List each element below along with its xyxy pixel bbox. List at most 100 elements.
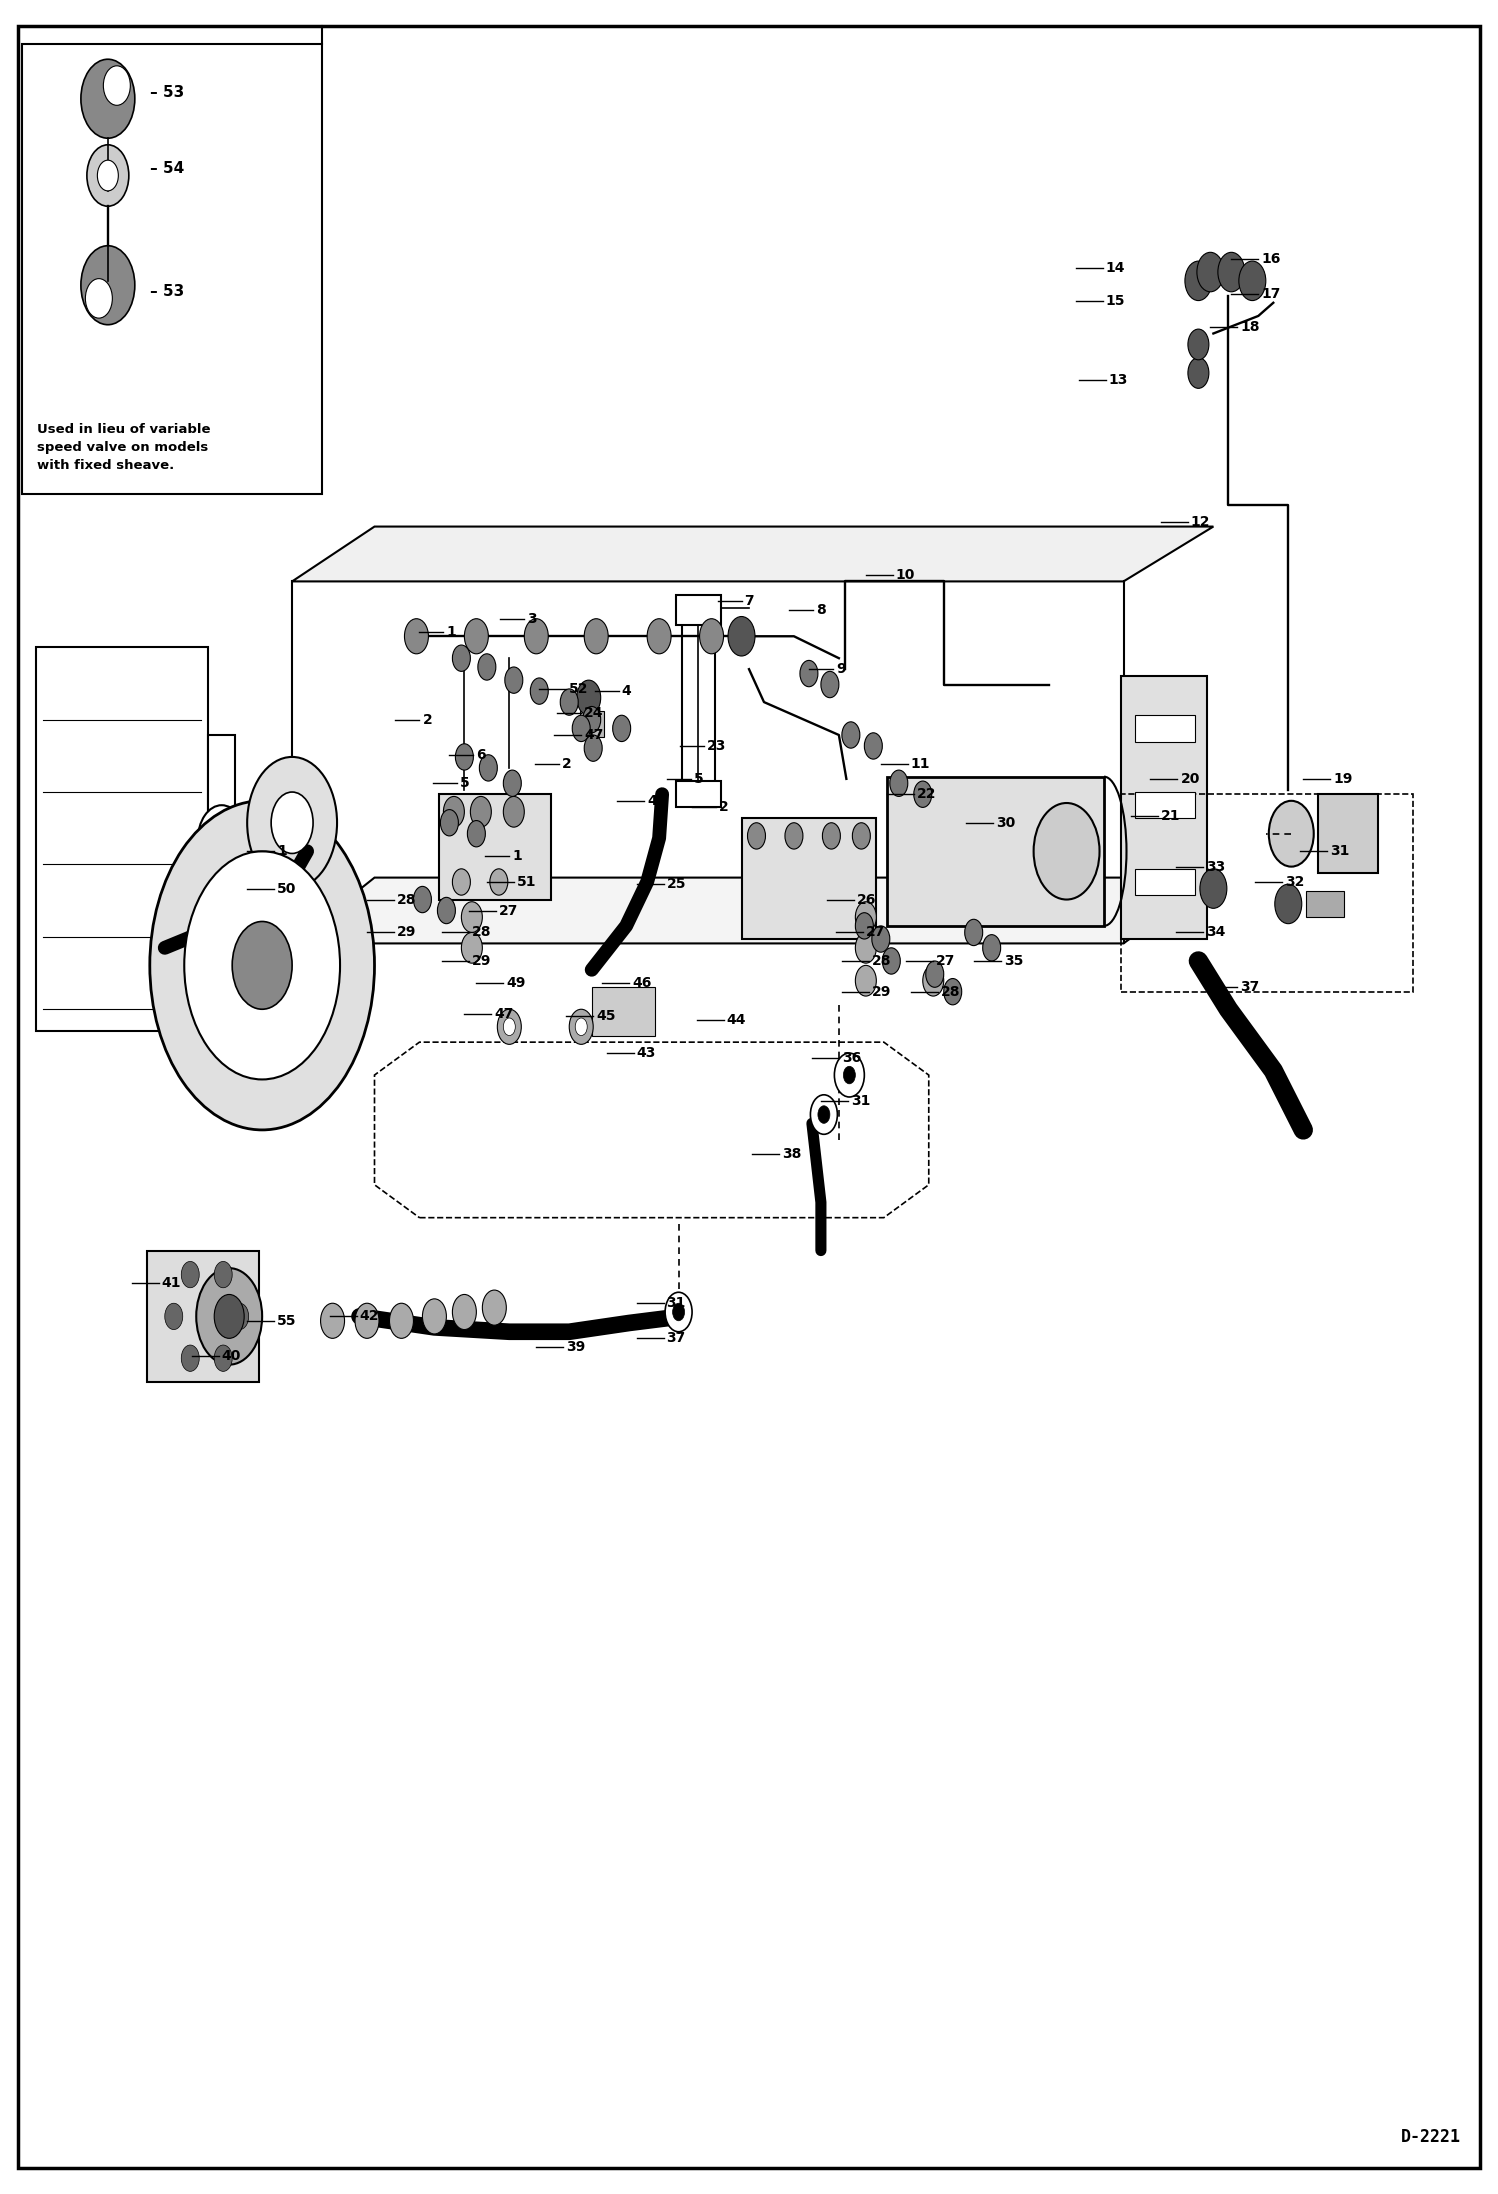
Circle shape: [613, 715, 631, 742]
Bar: [580, 711, 604, 737]
Circle shape: [355, 1303, 379, 1338]
Circle shape: [247, 757, 337, 889]
Text: Used in lieu of variable
speed valve on models
with fixed sheave.: Used in lieu of variable speed valve on …: [37, 423, 211, 472]
Circle shape: [584, 619, 608, 654]
Text: 2: 2: [422, 713, 433, 726]
Circle shape: [505, 667, 523, 693]
Text: 49: 49: [506, 976, 526, 989]
Text: 18: 18: [1240, 320, 1260, 333]
Text: 14: 14: [1106, 261, 1125, 274]
Circle shape: [785, 823, 803, 849]
Text: 28: 28: [941, 985, 960, 998]
Text: 27: 27: [499, 904, 518, 917]
Text: 16: 16: [1261, 252, 1281, 265]
Text: 13: 13: [1109, 373, 1128, 386]
Bar: [147, 1251, 259, 1382]
Circle shape: [497, 1009, 521, 1044]
Bar: [36, 647, 208, 1031]
Circle shape: [443, 796, 464, 827]
Text: 31: 31: [1330, 845, 1350, 858]
Circle shape: [700, 619, 724, 654]
Circle shape: [452, 869, 470, 895]
Bar: [682, 608, 715, 794]
Text: 24: 24: [584, 706, 604, 720]
Text: 34: 34: [1206, 926, 1225, 939]
Text: 37: 37: [667, 1332, 686, 1345]
Bar: [208, 735, 235, 943]
Circle shape: [97, 160, 118, 191]
Bar: [676, 595, 721, 625]
Circle shape: [461, 932, 482, 963]
Circle shape: [852, 823, 870, 849]
Text: 21: 21: [1161, 810, 1180, 823]
Circle shape: [452, 1294, 476, 1330]
Circle shape: [503, 1018, 515, 1036]
Text: 50: 50: [277, 882, 297, 895]
Text: 20: 20: [1180, 772, 1200, 785]
Circle shape: [150, 801, 374, 1130]
Text: 47: 47: [494, 1007, 514, 1020]
Circle shape: [530, 678, 548, 704]
Text: 37: 37: [1240, 981, 1260, 994]
Text: 10: 10: [896, 568, 915, 581]
Circle shape: [437, 897, 455, 924]
Circle shape: [455, 744, 473, 770]
Circle shape: [479, 755, 497, 781]
Bar: [1135, 869, 1195, 895]
Text: 28: 28: [397, 893, 416, 906]
Circle shape: [842, 722, 860, 748]
Bar: [742, 818, 876, 939]
Text: 40: 40: [222, 1349, 241, 1362]
Text: 4: 4: [622, 685, 632, 698]
Text: – 53: – 53: [150, 86, 184, 99]
Text: 22: 22: [917, 788, 936, 801]
Text: 51: 51: [517, 875, 536, 889]
Circle shape: [1218, 252, 1245, 292]
Text: 1: 1: [446, 625, 457, 638]
Circle shape: [1269, 801, 1314, 867]
Circle shape: [944, 979, 962, 1005]
Circle shape: [271, 792, 313, 853]
Circle shape: [103, 66, 130, 105]
Text: 17: 17: [1261, 287, 1281, 301]
Circle shape: [855, 965, 876, 996]
Circle shape: [461, 902, 482, 932]
Text: 1: 1: [277, 845, 288, 858]
Circle shape: [834, 1053, 864, 1097]
Circle shape: [560, 689, 578, 715]
Text: 48: 48: [647, 794, 667, 807]
Bar: [887, 777, 1104, 926]
Text: 41: 41: [162, 1277, 181, 1290]
Circle shape: [214, 1262, 232, 1288]
Text: 39: 39: [566, 1341, 586, 1354]
Circle shape: [882, 948, 900, 974]
Text: 6: 6: [476, 748, 485, 761]
Text: 27: 27: [866, 926, 885, 939]
Circle shape: [165, 1303, 183, 1330]
Text: 7: 7: [745, 595, 753, 608]
Circle shape: [470, 796, 491, 827]
Text: 26: 26: [857, 893, 876, 906]
Circle shape: [983, 935, 1001, 961]
Circle shape: [81, 59, 135, 138]
Circle shape: [1197, 252, 1224, 292]
Bar: [1306, 891, 1344, 917]
Circle shape: [864, 733, 882, 759]
Circle shape: [575, 1018, 587, 1036]
Circle shape: [577, 680, 601, 715]
Circle shape: [965, 919, 983, 946]
Text: 8: 8: [816, 603, 827, 617]
Text: 55: 55: [277, 1314, 297, 1327]
Circle shape: [890, 770, 908, 796]
Text: 15: 15: [1106, 294, 1125, 307]
Circle shape: [467, 821, 485, 847]
Text: 29: 29: [472, 954, 491, 968]
Text: 29: 29: [397, 926, 416, 939]
Text: 46: 46: [632, 976, 652, 989]
Circle shape: [389, 1303, 413, 1338]
Circle shape: [584, 735, 602, 761]
Text: 1: 1: [512, 849, 523, 862]
Text: 44: 44: [727, 1014, 746, 1027]
Circle shape: [665, 1292, 692, 1332]
Circle shape: [413, 886, 431, 913]
